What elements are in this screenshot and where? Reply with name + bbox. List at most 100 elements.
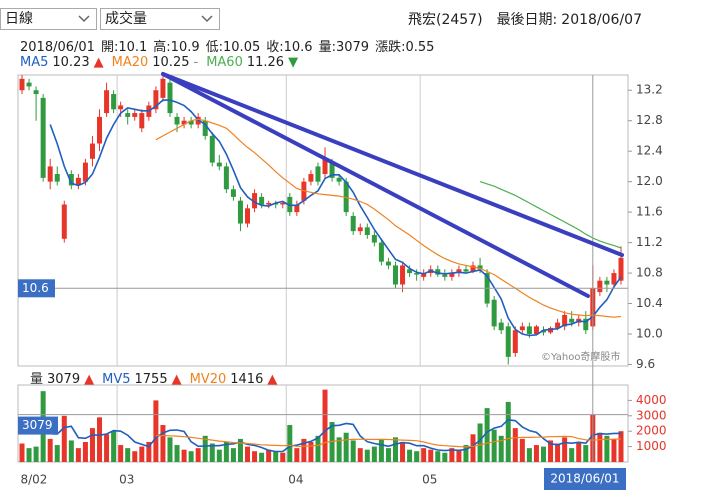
volume-bar <box>237 438 243 462</box>
candle-body <box>421 273 427 277</box>
volume-bar <box>294 448 300 462</box>
date-label: 2018/06/01 <box>550 472 619 486</box>
candle-body <box>597 280 603 293</box>
candle-body <box>463 269 469 272</box>
volume-bar <box>505 401 511 462</box>
volume-label-box <box>18 416 58 435</box>
candle-body <box>19 78 25 91</box>
volume-bar <box>132 451 138 462</box>
volume-bar <box>104 434 110 462</box>
y-tick-label: 12.0 <box>636 174 663 188</box>
candle-body <box>89 143 95 159</box>
candle-body <box>294 204 300 213</box>
candle-body <box>245 208 251 224</box>
legend-item: MV5 1755 ▲ <box>102 372 185 387</box>
candle-body <box>139 113 145 129</box>
candle-body <box>68 174 74 186</box>
volume-bar <box>266 449 272 462</box>
volume-bar <box>111 431 117 462</box>
trend-line <box>161 72 590 298</box>
info-value: 3079 <box>335 40 370 55</box>
candle-body <box>470 265 476 272</box>
candle-body <box>167 82 173 114</box>
info-value: 10.1 <box>118 40 148 55</box>
legend-trend: ▲ <box>93 55 104 70</box>
candle-body <box>40 97 46 178</box>
period-select[interactable]: 日線 <box>0 8 97 30</box>
volume-bar <box>597 432 603 462</box>
select-text: 成交量 <box>105 11 147 27</box>
candle-body <box>400 265 406 285</box>
volume-bar <box>470 434 476 462</box>
volume-bar <box>526 448 532 462</box>
candle-body <box>569 318 575 323</box>
info-date: 2018/06/01 <box>20 40 95 55</box>
volume-bar <box>118 445 124 462</box>
info-bar: 2018/06/01 開:10.1 高:10.9 低:10.05 收:10.6 量:307… <box>20 36 440 55</box>
legend-name: MA20 <box>111 55 149 70</box>
info-value: 10.05 <box>223 40 261 55</box>
info-value: 10.9 <box>170 40 200 55</box>
candle-body <box>533 326 539 335</box>
volume-bar <box>61 415 67 462</box>
volume-bar <box>484 408 490 462</box>
candle-body <box>104 90 110 114</box>
volume-bar <box>435 451 441 462</box>
ma-legend: MA5 10.23 ▲ MA20 10.25- MA60 11.26 ▼ <box>20 55 306 70</box>
volume-bar <box>273 451 279 462</box>
candle-body <box>97 116 103 144</box>
info-label: 低: <box>205 40 224 55</box>
candle-body <box>33 90 39 95</box>
volume-bar <box>202 435 208 462</box>
candle-body <box>174 116 180 125</box>
legend-trend: ▲ <box>171 372 182 387</box>
legend-value: 10.25 <box>152 55 190 70</box>
volume-bar <box>428 449 434 462</box>
price-frame <box>17 74 629 367</box>
legend-trend: ▲ <box>267 372 278 387</box>
volume-bar <box>576 441 582 462</box>
volume-bar <box>308 441 314 462</box>
indicator-select[interactable]: 成交量 <box>100 8 220 30</box>
volume-bar <box>336 437 342 462</box>
legend-name: MA60 <box>206 55 243 70</box>
series-line <box>50 418 621 453</box>
candle-body <box>407 269 413 274</box>
y-tick-label: 4000 <box>636 393 667 407</box>
candle-body <box>125 113 131 117</box>
y-tick-label: 1000 <box>636 439 667 453</box>
series-line <box>155 118 622 318</box>
volume-bar <box>89 428 95 462</box>
candle-body <box>237 200 243 224</box>
candle-body <box>266 202 272 205</box>
volume-bar <box>512 428 518 462</box>
candle-body <box>336 177 342 182</box>
chevron <box>78 15 90 23</box>
volume-bar <box>280 452 286 462</box>
legend-trend: ▲ <box>84 372 95 387</box>
volume-bar <box>167 437 173 462</box>
y-tick-label: 11.2 <box>636 235 663 249</box>
y-tick-label: 13.2 <box>636 83 663 97</box>
volume-bar <box>19 443 25 462</box>
volume-bar <box>583 445 589 462</box>
volume-bar <box>385 448 391 462</box>
y-tick-label: 10.0 <box>636 327 663 341</box>
y-tick-label: 10.8 <box>636 266 663 280</box>
last-date-label: 最後日期: <box>496 12 558 28</box>
volume-bar <box>400 441 406 462</box>
legend-item: MV20 1416 ▲ <box>190 372 282 387</box>
legend-value: 1755 <box>134 372 168 387</box>
legend-item: 量 3079 ▲ <box>30 368 98 387</box>
y-tick-label: 3000 <box>636 408 667 422</box>
candle-body <box>456 269 462 274</box>
y-tick-label: 12.4 <box>636 144 663 158</box>
candle-body <box>118 105 124 110</box>
volume-bar <box>125 448 131 462</box>
volume-bar <box>519 438 525 462</box>
candle-body <box>280 202 286 205</box>
candle-body <box>259 196 265 205</box>
series-line <box>479 181 622 249</box>
volume-bar <box>533 445 539 462</box>
volume-bar <box>259 452 265 462</box>
